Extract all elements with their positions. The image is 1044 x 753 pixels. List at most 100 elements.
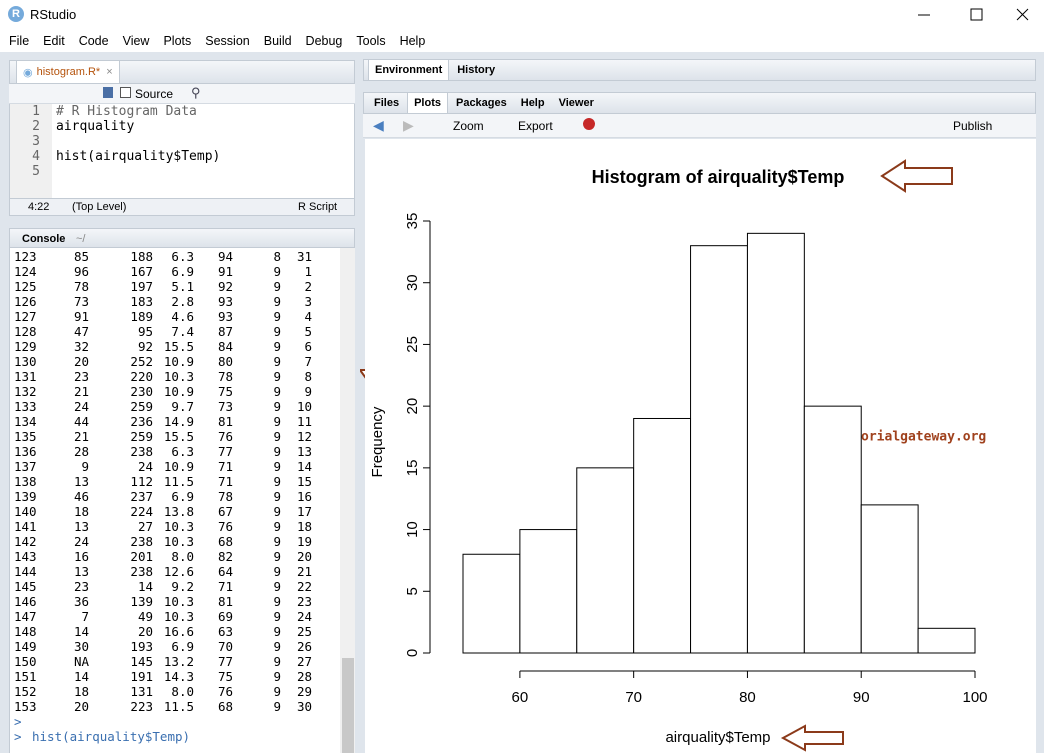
cell: 14.3: [163, 669, 194, 684]
pane-tab[interactable]: History: [457, 64, 496, 76]
scroll-thumb[interactable]: [342, 658, 354, 753]
cell: 73: [73, 294, 89, 309]
scrollbar[interactable]: [340, 248, 355, 753]
export-button[interactable]: Export: [518, 119, 553, 133]
console-output[interactable]: 123 85 188 6.3 94 8 31 124 96 167 6.9 91 9 1 125 78 197 5…: [9, 248, 355, 753]
menu-item[interactable]: Session: [205, 34, 250, 48]
cell: 9: [273, 459, 281, 474]
code-editor[interactable]: 1 # R Histogram Data 2 airquality 3 4 hist(air…: [9, 104, 355, 198]
annotation-arrow: [780, 724, 844, 752]
cell: 78: [217, 369, 233, 384]
bar: [519, 529, 578, 654]
close[interactable]: [1016, 8, 1029, 21]
menu-item[interactable]: Plots: [163, 34, 192, 48]
window-title: RStudio: [30, 7, 77, 22]
cell: 6.9: [171, 489, 194, 504]
publish-button[interactable]: Publish: [953, 119, 993, 133]
cell: 6.9: [171, 639, 194, 654]
y-tick-label: 15: [404, 460, 421, 477]
cell: 9: [273, 324, 281, 339]
row-index: 145: [14, 579, 37, 594]
cell: 9: [304, 384, 312, 399]
scope[interactable]: (Top Level): [72, 201, 127, 213]
cell: 18: [73, 684, 89, 699]
cell: 70: [217, 639, 233, 654]
menu-item[interactable]: Tools: [356, 34, 386, 48]
cell: 63: [217, 624, 233, 639]
menu-item[interactable]: View: [122, 34, 150, 48]
menu-item[interactable]: Edit: [43, 34, 65, 48]
row-index: 146: [14, 594, 37, 609]
cell: 10.3: [163, 534, 194, 549]
app-icon: R: [8, 6, 24, 22]
editor-tab[interactable]: ◉ histogram.R* ×: [16, 61, 120, 83]
cell: 16: [296, 489, 312, 504]
maximize[interactable]: [970, 8, 983, 21]
cell: 24: [296, 609, 312, 624]
menu-item[interactable]: Help: [399, 34, 426, 48]
menu-item[interactable]: Code: [78, 34, 109, 48]
cell: 20: [73, 354, 89, 369]
line-number: 2: [32, 119, 40, 134]
source-button[interactable]: Source: [135, 87, 174, 101]
window-controls[interactable]: [900, 0, 1044, 30]
cell: 23: [73, 579, 89, 594]
gutter: [10, 104, 52, 198]
menu-item[interactable]: Debug: [305, 34, 343, 48]
x-axis-label: airquality$Temp: [665, 729, 770, 746]
cell: 27: [296, 654, 312, 669]
row-index: 149: [14, 639, 37, 654]
cell: 9: [273, 624, 281, 639]
cell: 82: [217, 549, 233, 564]
menu-bar: File Edit Code View Plots Session Build Debug To…: [0, 30, 1044, 52]
zoom-button[interactable]: Zoom: [453, 119, 484, 133]
cell: 167: [130, 264, 153, 279]
title-bar: R RStudio: [0, 0, 1044, 30]
plot-area: Histogram of airquality$Temp airquality$…: [365, 139, 1036, 753]
y-axis-label: Frequency: [369, 406, 386, 477]
cell: 183: [130, 294, 153, 309]
menu-item[interactable]: Build: [263, 34, 292, 48]
pane-tab[interactable]: Viewer: [558, 97, 594, 109]
cell: 9: [273, 669, 281, 684]
remove-plot[interactable]: [583, 118, 595, 130]
back-arrow[interactable]: ◀: [373, 117, 384, 133]
row-index: 135: [14, 429, 37, 444]
bar: [576, 467, 635, 654]
cell: 9: [273, 414, 281, 429]
cell: 21: [296, 564, 312, 579]
menu-item[interactable]: File: [9, 34, 30, 48]
save-icon[interactable]: [103, 87, 113, 98]
prompt: >: [14, 714, 22, 729]
cell: 12: [296, 429, 312, 444]
cell: 9: [273, 489, 281, 504]
editor-tab-label[interactable]: histogram.R*: [36, 66, 101, 78]
line-number: 4: [32, 149, 40, 164]
row-index: 136: [14, 444, 37, 459]
y-tick-label: 5: [404, 587, 421, 595]
cell: 20: [296, 549, 312, 564]
console-header: Console ~/: [9, 228, 355, 248]
row-index: 134: [14, 414, 37, 429]
cell: 84: [217, 339, 233, 354]
file-type[interactable]: R Script: [298, 201, 338, 213]
pane-tab[interactable]: Help: [520, 97, 545, 109]
cell: 8: [273, 249, 281, 264]
y-tick-label: 0: [404, 649, 421, 657]
row-index: 139: [14, 489, 37, 504]
console-tab[interactable]: Console: [22, 233, 66, 245]
source-checkbox[interactable]: [120, 87, 131, 98]
row-index: 129: [14, 339, 37, 354]
search-icon[interactable]: ⚲: [191, 85, 201, 100]
editor-status: 4:22 (Top Level) R Script: [9, 198, 355, 216]
row-index: 142: [14, 534, 37, 549]
pane-tab[interactable]: Files: [374, 97, 400, 109]
pane-tab[interactable]: Plots: [407, 93, 448, 113]
pane-tab[interactable]: Packages: [455, 97, 507, 109]
cell: 9: [273, 639, 281, 654]
pane-tab[interactable]: Environment: [368, 60, 450, 80]
code-line: hist(airquality$Temp): [56, 149, 221, 164]
x-tick-label: 70: [625, 689, 642, 706]
cell: 13: [73, 474, 89, 489]
forward-arrow[interactable]: ▶: [403, 117, 414, 133]
